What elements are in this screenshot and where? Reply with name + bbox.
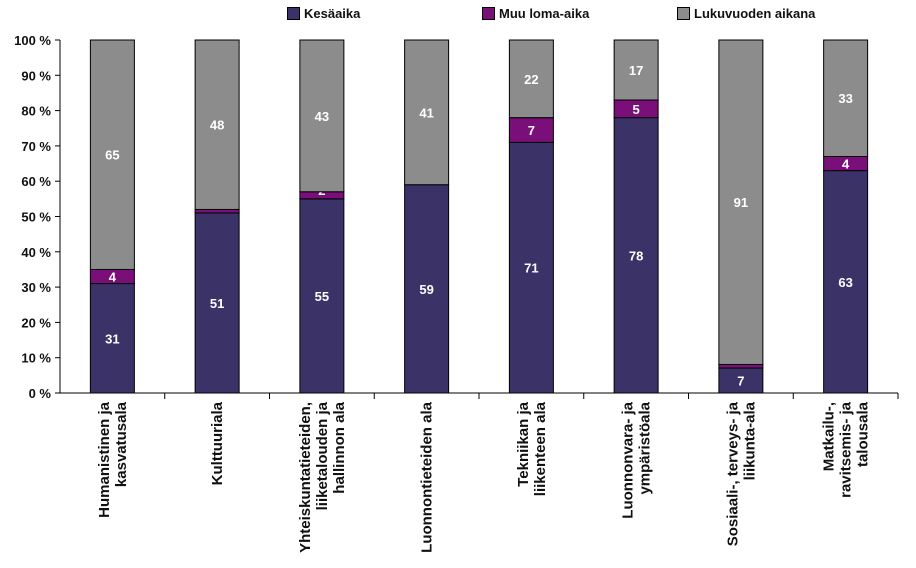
x-category-label: liikunta-ala (741, 401, 758, 480)
y-tick-label: 10 % (21, 351, 51, 366)
x-category-label: Kulttuuriala (209, 401, 226, 485)
data-label: 59 (419, 282, 433, 297)
bar-segment (194, 39, 240, 210)
data-label: 7 (737, 374, 744, 389)
bar-segment (613, 39, 659, 101)
bar-segment (823, 39, 869, 157)
y-tick-label: 30 % (21, 280, 51, 295)
x-category-label: talousala (855, 401, 872, 467)
data-label: 17 (629, 63, 643, 78)
bar-segment (823, 170, 869, 394)
data-label: 63 (838, 275, 852, 290)
x-category-label: Sosiaali-, terveys- ja (724, 401, 741, 546)
x-category-label: ympäristöala (637, 401, 654, 494)
legend-label-lukuvuoden-aikana: Lukuvuoden aikana (694, 6, 816, 21)
legend-label-kesaaika: Kesäaika (304, 6, 361, 21)
data-label: 22 (524, 72, 538, 87)
legend-swatch-muu-loma-aika (482, 7, 495, 20)
y-tick-label: 80 % (21, 104, 51, 119)
data-label: 65 (105, 148, 119, 163)
legend-item-muu-loma-aika: Muu loma-aika (482, 6, 589, 21)
x-category-label: kasvatusala (113, 401, 130, 487)
legend-swatch-lukuvuoden-aikana (677, 7, 690, 20)
data-label: 31 (105, 331, 119, 346)
bar-segment (613, 117, 659, 394)
y-tick-label: 90 % (21, 68, 51, 83)
y-tick-label: 50 % (21, 210, 51, 225)
data-label: 7 (528, 123, 535, 138)
data-label: 51 (210, 296, 224, 311)
bar-segment (508, 39, 554, 119)
y-tick-label: 100 % (14, 33, 51, 48)
x-category-label: Luonnontieteiden ala (419, 401, 436, 552)
data-label: 91 (734, 195, 748, 210)
bar-segment (404, 184, 450, 394)
y-tick-label: 60 % (21, 174, 51, 189)
bar-segment (194, 212, 240, 394)
y-tick-label: 0 % (29, 386, 52, 401)
data-label: 71 (524, 261, 538, 276)
x-category-label: ravitsemis- ja (838, 401, 855, 498)
data-label: 33 (838, 91, 852, 106)
data-label: 41 (419, 105, 433, 120)
y-tick-label: 20 % (21, 315, 51, 330)
y-tick-label: 40 % (21, 245, 51, 260)
legend-item-lukuvuoden-aikana: Lukuvuoden aikana (677, 6, 815, 21)
bar-segment (299, 198, 345, 394)
bar-segment (299, 39, 345, 193)
legend-label-muu-loma-aika: Muu loma-aika (499, 6, 590, 21)
bar-segment (508, 141, 554, 394)
legend: Kesäaika Muu loma-aika Lukuvuoden aikana (0, 6, 916, 26)
x-category-label: liikenteen ala (532, 401, 549, 496)
x-category-label: hallinnon ala (331, 401, 348, 493)
data-label: 48 (210, 118, 224, 133)
data-label: 4 (109, 270, 117, 285)
data-label: 5 (633, 102, 640, 117)
x-category-label: Matkailu-, (821, 402, 838, 471)
y-tick-label: 70 % (21, 139, 51, 154)
data-label: 4 (842, 157, 850, 172)
bar-segment (718, 39, 764, 365)
data-label: 43 (315, 109, 329, 124)
legend-swatch-kesaaika (287, 7, 300, 20)
x-category-label: Luonnonvara- ja (620, 401, 637, 518)
data-label: 78 (629, 248, 643, 263)
x-category-label: Humanistinen ja (96, 401, 113, 518)
x-category-label: liiketalouden ja (314, 401, 331, 510)
data-label: 55 (315, 289, 329, 304)
bar-segment (89, 39, 135, 270)
legend-item-kesaaika: Kesäaika (287, 6, 360, 21)
x-category-label: Tekniikan ja (515, 401, 532, 486)
x-category-label: Yhteiskuntatieteiden, (297, 402, 314, 553)
bar-segment (404, 39, 450, 186)
